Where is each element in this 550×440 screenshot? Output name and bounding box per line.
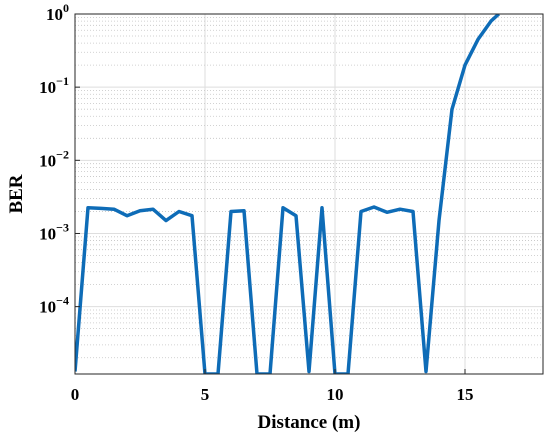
ber-series	[75, 14, 500, 374]
ber-series-line	[75, 14, 500, 374]
x-tick-label: 10	[327, 385, 344, 404]
y-tick-label: 100	[46, 1, 69, 24]
x-axis-label: Distance (m)	[258, 412, 361, 433]
y-tick-label: 10−1	[39, 74, 69, 97]
y-tick-label: 10−3	[39, 220, 69, 243]
x-tick-labels: 0 5 10 15	[71, 385, 474, 404]
x-tick-label: 15	[457, 385, 474, 404]
ticks	[74, 13, 466, 374]
grid	[74, 13, 543, 374]
y-axis-label: BER	[6, 174, 27, 213]
y-tick-label: 10−2	[39, 147, 69, 170]
plot-frame	[74, 13, 544, 375]
y-tick-labels: 100 10−1 10−2 10−3 10−4	[39, 1, 69, 317]
x-tick-label: 0	[71, 385, 80, 404]
x-tick-label: 5	[201, 385, 210, 404]
y-tick-label: 10−4	[39, 294, 69, 317]
